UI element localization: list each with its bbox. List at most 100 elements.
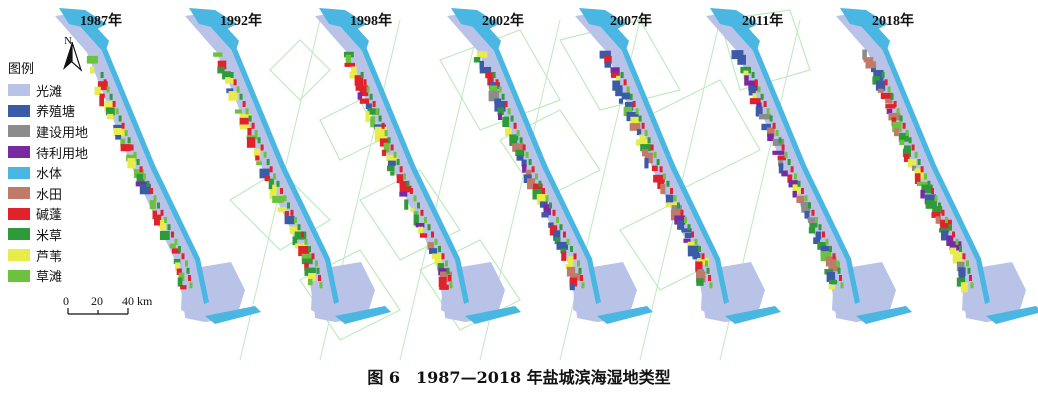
patch-suaeda [569,277,578,287]
legend-swatch-grass [8,269,30,282]
patch-spartina [921,184,933,194]
fringe-suaeda [650,144,654,151]
patch-reed [792,184,801,194]
legend-items: 光滩 养殖塘 建设用地 待利用地 水体 水田 碱蓬 米草 芦苇 草滩 [8,80,128,286]
fringe-grass [185,260,188,267]
patch-suaeda [438,277,447,288]
patch-reclaim [756,102,762,111]
fringe-grass [709,282,713,289]
patch-aquaculture [681,228,692,233]
patch-suaeda [97,81,108,91]
fringe-suaeda [632,101,636,107]
patch-aquaculture [429,248,438,254]
patch-suaeda [99,93,105,99]
northern-water [840,8,888,30]
patch-spartina [177,277,183,287]
southern-water [856,306,912,324]
patch-construction [758,113,771,120]
patch-reed [94,86,101,95]
patch-reed [828,285,836,290]
patch-reed [365,111,370,123]
fringe-grass [174,238,178,245]
fringe-suaeda [103,79,107,86]
north-label: N [64,35,72,47]
patch-spartina [956,277,966,287]
fringe-suaeda [121,122,125,129]
patch-spartina [217,66,225,74]
patch-aquaculture [115,135,122,140]
patch-grass [916,181,929,186]
patch-aquaculture [778,163,784,174]
northern-water [451,8,499,30]
patch-spartina [640,144,651,152]
fringe-suaeda [260,144,264,151]
patch-spartina [268,178,274,190]
patch-aquaculture [556,241,568,250]
patch-aquaculture [804,211,810,219]
fringe-grass [294,217,297,223]
fringe-grass [815,217,818,223]
legend-label-reed: 芦苇 [36,249,63,265]
legend-item-water: 水体 [8,162,128,183]
fringe-suaeda [931,188,934,194]
patch-construction [956,261,965,272]
fringe-suaeda [952,231,955,238]
patch-spartina [932,206,943,214]
patch-grass [345,54,351,65]
patch-reed [175,262,180,271]
legend-label-paddy: 水田 [36,187,63,203]
patch-reclaim [792,190,797,198]
patch-reclaim [357,92,363,100]
southern-water [205,306,261,324]
fringe-suaeda [150,188,153,194]
patch-suaeda [217,60,227,70]
patch-suaeda [298,246,310,257]
patch-aquaculture [479,66,492,74]
fringe-spartina [406,180,410,187]
fringe-suaeda [513,122,517,129]
patch-aquaculture [958,272,965,282]
patch-suaeda [239,117,249,126]
patch-aquaculture [553,230,561,241]
patch-aquaculture [365,103,372,110]
fringe-grass [896,108,900,115]
map-panel-5 [706,8,912,324]
patch-reed [418,226,424,234]
fringe-spartina [492,72,496,78]
fringe-spartina [266,159,270,165]
southern-mudflat [181,262,245,322]
fringe-grass [556,217,559,223]
patch-grass [892,121,902,133]
fringe-spartina [369,93,373,100]
patch-suaeda [420,233,428,238]
patch-construction [801,206,811,213]
patch-suaeda [651,165,658,171]
legend: 图例 光滩 养殖塘 建设用地 待利用地 水体 水田 碱蓬 米草 芦苇 草滩 [8,58,128,286]
fringe-suaeda [902,122,906,129]
patch-reclaim [772,150,785,155]
patch-reed [107,113,114,120]
patch-grass [272,195,284,203]
fringe-grass [924,173,927,180]
fringe-grass [766,108,770,115]
fringe-spartina [570,246,573,252]
fringe-spartina [751,72,755,78]
fringe-spartina [959,246,962,252]
patch-suaeda [787,174,793,183]
fringe-grass [507,108,511,115]
fringe-spartina [501,93,505,100]
patch-spartina [509,139,518,146]
fringe-suaeda [448,275,451,281]
fringe-grass [966,260,969,267]
year-label-4: 2007年 [610,14,652,29]
southern-water [986,306,1038,324]
patch-paddy [440,271,452,283]
patch-spartina [387,165,395,172]
patch-grass [623,106,633,117]
fringe-grass [273,173,276,180]
patch-spartina [809,222,818,228]
fringe-suaeda [763,101,767,107]
fringe-suaeda [801,188,804,194]
fringe-spartina [899,115,903,122]
watermark-shape [229,169,331,251]
